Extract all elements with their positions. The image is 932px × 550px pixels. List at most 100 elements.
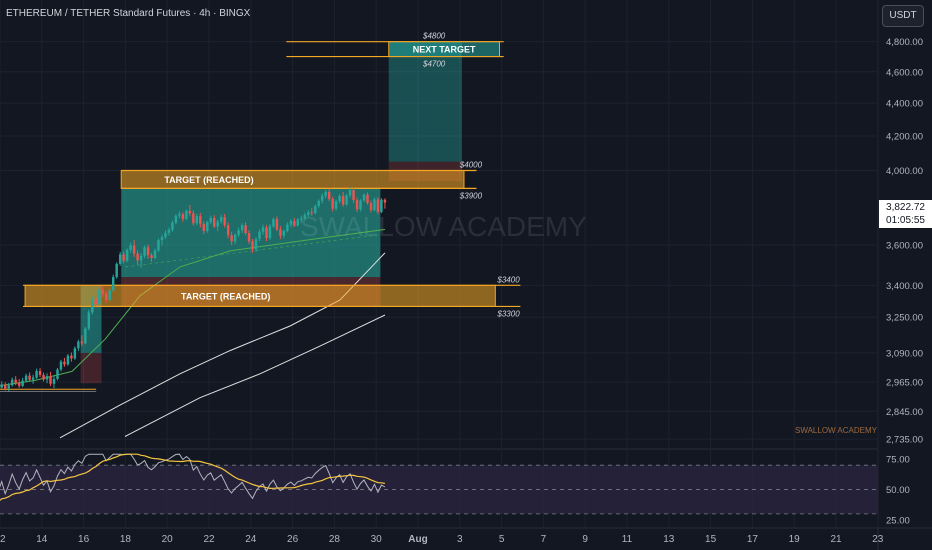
watermark-text: SWALLOW ACADEMY [300, 211, 587, 242]
candle-body [136, 253, 139, 261]
rsi-pane: 75.00 50.00 25.00 [0, 453, 910, 527]
candle-body [174, 215, 178, 223]
x-tick-label: 7 [541, 534, 547, 545]
rsi-moving-average [0, 453, 386, 502]
candle-body [115, 263, 118, 278]
candle-body [202, 224, 205, 231]
candle-body [240, 225, 244, 231]
x-tick-label: 16 [78, 534, 90, 545]
x-tick-label: 14 [36, 534, 48, 545]
y-tick-label: 4,000.00 [886, 166, 923, 177]
x-tick-label: 12 [0, 534, 6, 545]
target-zones: NEXT TARGET TARGET (REACHED) TARGET (REACH… [24, 41, 501, 307]
price-level-label: $3300 [496, 309, 520, 318]
candle-body [373, 199, 376, 211]
candle-body [195, 216, 199, 224]
target-zone-label: TARGET (REACHED) [181, 291, 270, 301]
candle-body [153, 250, 157, 259]
candle-body [327, 192, 331, 199]
candle-body [209, 217, 212, 223]
candle-body [310, 212, 313, 214]
candle-body [118, 254, 122, 264]
candle-body [108, 290, 111, 301]
candle-body [362, 194, 366, 201]
x-tick-label: 5 [499, 534, 505, 545]
price-level-label: $4800 [422, 32, 446, 41]
candle-body [45, 376, 49, 380]
price-level-label: $3400 [496, 275, 520, 284]
price-level-label: $4000 [459, 161, 483, 170]
candle-body [4, 384, 7, 389]
candle-body [164, 232, 167, 238]
price-axis: 4,800.00 4,600.00 4,400.00 4,200.00 4,000.00… [886, 37, 923, 445]
candle-body [261, 227, 265, 232]
candle-body [206, 222, 209, 231]
candle-body [66, 355, 70, 365]
candle-body [105, 293, 108, 301]
candle-body [324, 192, 327, 196]
candle-body [230, 235, 233, 242]
candle-body [314, 206, 317, 214]
candle-body [139, 255, 143, 261]
y-tick-label: 4,600.00 [886, 67, 923, 78]
candle-body [275, 219, 279, 230]
candle-body [70, 355, 73, 359]
candle-body [21, 380, 24, 386]
y-tick-label: 4,400.00 [886, 99, 923, 110]
rsi-tick-label: 25.00 [886, 516, 910, 527]
candle-body [216, 221, 219, 227]
candle-body [84, 328, 87, 344]
rsi-tick-label: 50.00 [886, 485, 910, 496]
x-tick-label: 20 [162, 534, 174, 545]
candle-body [293, 221, 296, 226]
candle-body [98, 289, 101, 305]
credit-text: SWALLOW ACADEMY [795, 426, 878, 435]
target-zone [120, 170, 465, 189]
x-tick-label: 15 [705, 534, 717, 545]
candle-body [369, 203, 373, 211]
x-tick-label: Aug [408, 534, 427, 545]
currency-button[interactable]: USDT [882, 5, 924, 27]
x-tick-label: 9 [582, 534, 588, 545]
trend-line-dashed [125, 234, 377, 268]
candle-body [265, 227, 268, 239]
candle-body [38, 370, 42, 375]
position-box-profit [388, 41, 462, 162]
x-tick-label: 21 [830, 534, 842, 545]
x-tick-label: 28 [329, 534, 341, 545]
candle-body [251, 241, 254, 250]
candle-body [289, 221, 293, 225]
candle-body [101, 289, 104, 294]
x-tick-label: 19 [789, 534, 801, 545]
candle-body [143, 247, 146, 256]
candle-body [73, 348, 77, 359]
candle-body [87, 312, 91, 329]
candle-body [28, 375, 31, 380]
candle-body [188, 210, 192, 214]
candle-body [52, 378, 56, 384]
candle-body [258, 231, 261, 240]
moving-average-line [124, 314, 386, 437]
price-level-label: $3900 [459, 191, 483, 200]
x-tick-label: 26 [287, 534, 299, 545]
candle-body [132, 245, 136, 254]
candle-body [233, 234, 237, 242]
candle-body [185, 210, 188, 219]
y-tick-label: 3,250.00 [886, 313, 923, 324]
x-tick-label: 24 [245, 534, 257, 545]
x-tick-label: 18 [120, 534, 132, 545]
target-zone [24, 284, 496, 307]
x-tick-label: 17 [747, 534, 759, 545]
candle-body [42, 374, 45, 380]
candle-body [77, 341, 80, 349]
candle-body [223, 217, 226, 226]
candle-body [268, 226, 272, 239]
position-box-loss [80, 352, 102, 384]
target-zone [388, 41, 501, 58]
candle-body [91, 298, 94, 313]
candle-body [192, 213, 195, 224]
candle-body [213, 217, 216, 227]
candle-body [94, 298, 98, 305]
candle-body [334, 201, 338, 209]
